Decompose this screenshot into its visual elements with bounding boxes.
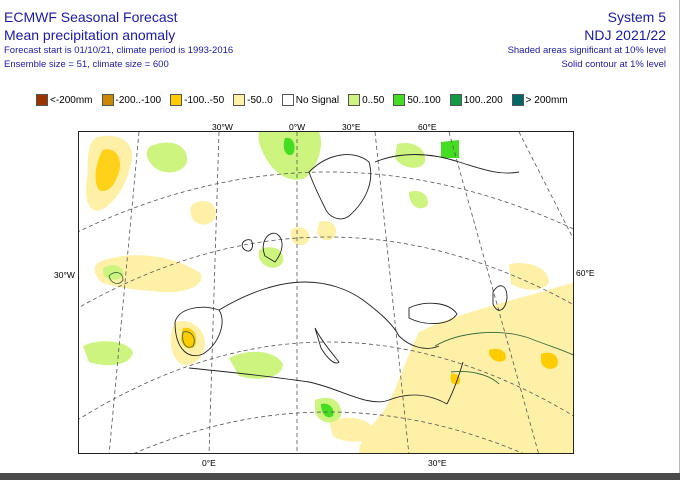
lat-label-right: 60°E [576, 268, 595, 278]
lat-label-left: 30°W [54, 270, 75, 280]
legend-swatch [449, 94, 462, 106]
coastline-iberia [174, 306, 223, 356]
ensemble-info: Ensemble size = 51, climate size = 600 [4, 59, 169, 70]
legend-label: > 200mm [525, 94, 568, 106]
wet-anomaly-areas [83, 132, 459, 423]
legend-label: -50..0 [247, 94, 273, 106]
system-label: System 5 [607, 9, 666, 25]
coastline-uk [262, 232, 283, 263]
legend-item: No Signal [281, 94, 348, 106]
wet-area-north-africa [229, 351, 283, 379]
legend-label: -100..-50 [184, 94, 225, 106]
coastline-ireland [241, 239, 254, 252]
dry-area-mideast-core-3 [450, 373, 461, 385]
legend-swatch [233, 94, 246, 106]
legend-item: > 200mm [511, 94, 577, 106]
graticule [79, 132, 573, 453]
legend-label: <-200mm [50, 94, 93, 106]
legend-item: 50..100 [393, 94, 449, 106]
coastline-north-russia [374, 154, 520, 174]
wet-area-east-core [441, 140, 459, 158]
legend-label: 0..50 [362, 94, 385, 106]
dry-area-mideast-core-1 [489, 348, 506, 362]
dry-area-mideast [359, 282, 573, 453]
legend-swatch [36, 94, 48, 106]
legend: <-200mm -200..-100 -100..-50 -50..0 No Signa… [36, 94, 577, 106]
dry-area-mideast-core-2 [541, 352, 558, 369]
dry-anomaly-areas [85, 135, 573, 453]
lon-label-30e-bottom: 30°E [428, 458, 447, 468]
legend-swatch [281, 94, 294, 106]
coastline-caspian [492, 285, 508, 311]
anomaly-map [79, 132, 573, 453]
legend-label: 100..200 [463, 94, 503, 106]
lon-label-0e-bottom: 0°E [202, 458, 216, 468]
wet-area-east-europe [409, 190, 428, 209]
legend-swatch [170, 94, 183, 106]
dry-area-east-europe [317, 220, 337, 241]
coastline-italy [314, 327, 340, 364]
coastline-europe [218, 281, 440, 349]
legend-swatch [393, 94, 406, 106]
dry-area-mediterranean [329, 417, 375, 442]
dry-area-baltic [291, 227, 310, 246]
dry-area-iberia-core [181, 327, 197, 349]
significance-contours [108, 272, 573, 385]
legend-label: -200..-100 [115, 94, 162, 106]
legend-item: -200..-100 [101, 94, 171, 106]
contour-note: Solid contour at 1% level [561, 59, 666, 70]
wet-area-norway-core [283, 137, 295, 156]
dry-area-atlantic-band [94, 255, 202, 293]
coastline-levant [446, 361, 464, 405]
dry-area-core-nw [95, 149, 121, 192]
legend-item: 100..200 [449, 94, 512, 106]
legend-label: 50..100 [407, 94, 441, 106]
lon-label-30e-top: 30°E [342, 122, 361, 132]
chart-title: ECMWF Seasonal Forecast [4, 9, 178, 25]
lon-label-60e-top: 60°E [418, 122, 437, 132]
chart-subtitle: Mean precipitation anomaly [4, 27, 176, 43]
significance-note: Shaded areas significant at 10% level [507, 45, 666, 56]
coastline-scandinavia [308, 154, 372, 220]
coastline-black-sea [408, 302, 458, 324]
period-label: NDJ 2021/22 [584, 27, 666, 43]
header-left: ECMWF Seasonal Forecast Mean precipitati… [4, 8, 233, 72]
coastlines [174, 154, 520, 405]
legend-item: -50..0 [233, 94, 282, 106]
wet-area-uk [259, 247, 284, 268]
map-panel [78, 131, 574, 454]
legend-swatch [511, 94, 524, 106]
lon-label-30w-top: 30°W [212, 122, 233, 132]
forecast-info: Forecast start is 01/10/21, climate peri… [4, 45, 234, 56]
legend-swatch [101, 94, 114, 106]
wet-area-scandinavia-west [258, 132, 322, 180]
wet-area-north-russia [395, 142, 426, 168]
wet-area-azores [83, 341, 133, 366]
wet-area-nw-atlantic [103, 265, 124, 280]
wet-area-libya-core [321, 403, 334, 418]
legend-item: <-200mm [36, 94, 102, 106]
wet-area-atlantic-north [146, 142, 188, 173]
bottom-bar [0, 473, 680, 480]
dry-area-russia [509, 262, 549, 290]
coastline-north-africa [188, 367, 448, 405]
header-right: System 5 NDJ 2021/22 Shaded areas signif… [508, 8, 666, 72]
legend-swatch [348, 94, 361, 106]
legend-item: 0..50 [348, 94, 393, 106]
lon-label-0w-top: 0°W [289, 122, 306, 132]
dry-area-mid-atlantic [190, 200, 216, 225]
legend-label: No Signal [295, 94, 340, 106]
legend-item: -100..-50 [170, 94, 233, 106]
